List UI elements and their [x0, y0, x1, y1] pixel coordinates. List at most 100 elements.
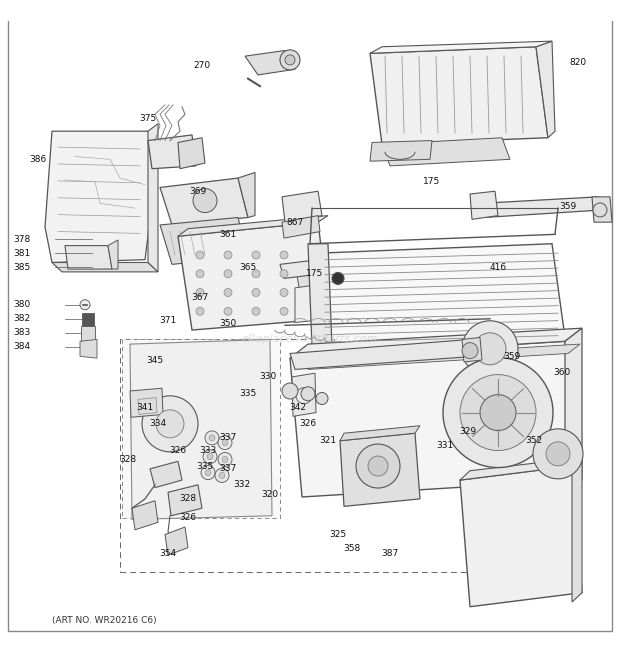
Text: 375: 375 [140, 114, 157, 124]
Text: 369: 369 [189, 186, 206, 196]
Text: 337: 337 [219, 434, 237, 442]
Text: 820: 820 [569, 58, 587, 67]
Circle shape [222, 440, 228, 446]
Polygon shape [132, 501, 158, 530]
Polygon shape [290, 341, 578, 497]
Polygon shape [460, 457, 582, 480]
Polygon shape [178, 215, 328, 236]
Text: 354: 354 [159, 549, 177, 558]
Polygon shape [150, 461, 182, 488]
Polygon shape [370, 141, 432, 161]
Circle shape [443, 358, 553, 467]
Circle shape [219, 473, 225, 479]
Text: 331: 331 [436, 441, 454, 450]
Text: 341: 341 [136, 403, 154, 412]
Text: 326: 326 [169, 446, 187, 455]
Circle shape [142, 396, 198, 452]
Polygon shape [565, 328, 582, 497]
Polygon shape [178, 137, 205, 169]
Polygon shape [340, 426, 420, 441]
Circle shape [474, 332, 506, 365]
Text: 342: 342 [290, 403, 306, 412]
Circle shape [280, 270, 288, 278]
Polygon shape [165, 527, 188, 555]
Circle shape [205, 469, 211, 476]
Text: 326: 326 [299, 419, 317, 428]
Circle shape [224, 288, 232, 297]
Circle shape [222, 457, 228, 463]
Polygon shape [295, 260, 335, 293]
Polygon shape [168, 485, 202, 516]
Text: 371: 371 [159, 316, 177, 325]
Polygon shape [340, 433, 420, 506]
Text: 350: 350 [219, 319, 237, 328]
Polygon shape [178, 222, 330, 330]
Polygon shape [148, 124, 158, 272]
Polygon shape [572, 457, 582, 602]
Circle shape [285, 55, 295, 65]
Polygon shape [280, 260, 322, 278]
Circle shape [193, 188, 217, 213]
Circle shape [215, 469, 229, 483]
Text: 382: 382 [14, 314, 30, 323]
Polygon shape [108, 240, 118, 269]
Polygon shape [536, 41, 555, 137]
Polygon shape [290, 339, 475, 369]
Text: 175: 175 [306, 269, 324, 278]
Circle shape [80, 299, 90, 310]
Circle shape [546, 442, 570, 466]
Circle shape [196, 288, 204, 297]
Polygon shape [460, 466, 582, 607]
Circle shape [593, 203, 607, 217]
Circle shape [533, 429, 583, 479]
Polygon shape [282, 215, 320, 238]
Text: 321: 321 [319, 436, 337, 446]
Text: (ART NO. WR20216 C6): (ART NO. WR20216 C6) [52, 616, 157, 625]
Circle shape [196, 307, 204, 315]
Polygon shape [45, 131, 155, 262]
Polygon shape [130, 388, 163, 417]
Text: 320: 320 [262, 490, 278, 498]
Text: 378: 378 [14, 235, 30, 243]
Polygon shape [592, 197, 612, 222]
Circle shape [280, 251, 288, 259]
Bar [122, 339, 280, 518]
Polygon shape [160, 178, 248, 225]
Text: 381: 381 [14, 249, 30, 258]
Text: 367: 367 [192, 293, 208, 301]
Circle shape [224, 307, 232, 315]
Bar [120, 339, 568, 572]
Text: 325: 325 [329, 530, 347, 539]
Text: 867: 867 [286, 217, 304, 227]
Circle shape [480, 395, 516, 430]
Text: 335: 335 [197, 461, 214, 471]
Text: 416: 416 [489, 262, 507, 272]
Text: 359: 359 [503, 352, 521, 361]
Polygon shape [148, 135, 196, 169]
Text: 365: 365 [239, 262, 257, 272]
Polygon shape [480, 197, 602, 217]
Polygon shape [52, 262, 158, 272]
Circle shape [252, 288, 260, 297]
Circle shape [460, 375, 536, 451]
Circle shape [252, 307, 260, 315]
Polygon shape [245, 50, 295, 75]
Text: 359: 359 [559, 202, 577, 211]
Text: 352: 352 [525, 436, 542, 446]
Polygon shape [238, 173, 255, 217]
Text: 383: 383 [14, 329, 30, 337]
Text: 329: 329 [459, 427, 477, 436]
Polygon shape [308, 244, 332, 347]
Circle shape [201, 465, 215, 480]
Circle shape [203, 449, 217, 463]
Text: 360: 360 [554, 368, 570, 377]
Polygon shape [138, 397, 157, 414]
Polygon shape [470, 191, 498, 219]
Circle shape [332, 272, 344, 284]
Bar [82, 313, 94, 327]
Text: 330: 330 [259, 372, 277, 381]
Text: 385: 385 [14, 262, 30, 272]
Polygon shape [80, 339, 97, 358]
Text: 337: 337 [219, 464, 237, 473]
Text: 387: 387 [381, 549, 399, 558]
